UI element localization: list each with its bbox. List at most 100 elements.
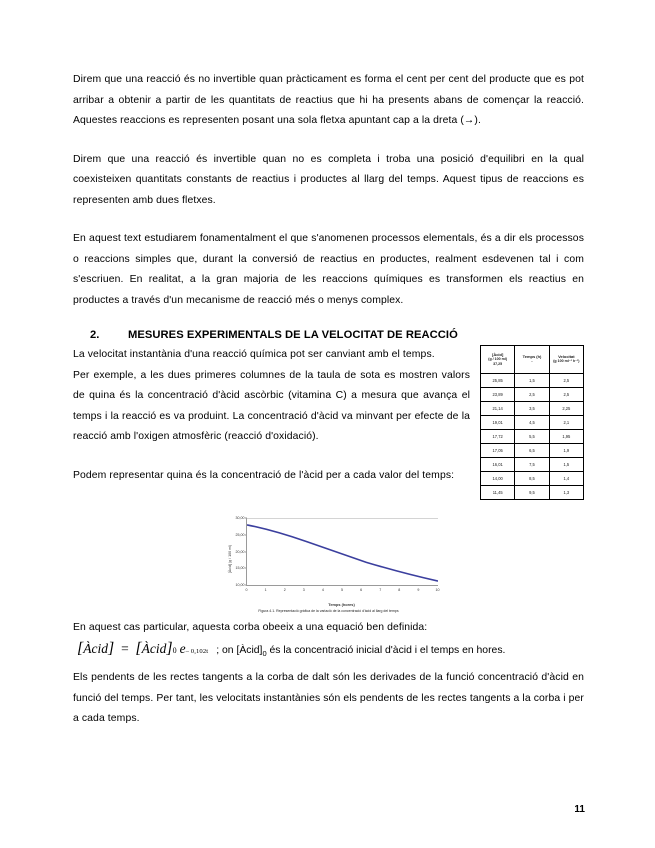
chart-x-tick: 10 <box>435 588 440 592</box>
header-acid-main: [Àcid] <box>491 351 504 357</box>
concentration-chart-figure: [Àcid] (g / 100 ml) 30,00 25,00 20,00 15… <box>213 510 444 614</box>
table-row: 16,01 7,5 1,5 <box>479 457 585 472</box>
equation-explanation: ; on [Àcid]0 és la concentració inicial … <box>208 641 505 666</box>
table-row: 19,01 4,5 2,1 <box>479 415 585 430</box>
measurements-table: [Àcid] (g / 100 ml) 37,25 Temps (h) - Ve… <box>479 345 585 500</box>
equation-exp-base: e <box>179 641 186 657</box>
chart-x-tick: 3 <box>302 588 305 592</box>
cell-velocitat: 1,4 <box>548 471 585 486</box>
table-row: 14,00 8,5 1,4 <box>479 471 585 486</box>
equation-lhs-open: [ <box>77 640 84 658</box>
cell-acid: 17,72 <box>479 429 516 444</box>
equation-tail-text: ; on [Àcid] <box>216 645 263 657</box>
chart-x-tick: 6 <box>360 588 363 592</box>
chart-x-tick: 8 <box>398 588 401 592</box>
table-body: 25,85 1,5 2,5 23,89 2,5 2,5 21,14 3,5 <box>479 373 585 500</box>
chart-x-tick: 9 <box>417 588 420 592</box>
chart-x-tick: 4 <box>321 588 324 592</box>
section-title: MESURES EXPERIMENTALS DE LA VELOCITAT DE… <box>128 329 458 341</box>
cell-acid: 25,85 <box>479 373 516 388</box>
figure-caption: Figura 4.1. Representació gràfica de la … <box>258 609 399 613</box>
chart-x-tick: 0 <box>245 588 248 592</box>
chart-x-tick: 5 <box>341 588 343 592</box>
header-acid-initial: 37,25 <box>493 361 503 366</box>
cell-acid: 14,00 <box>479 471 516 486</box>
table-row: 17,72 5,5 1,95 <box>479 429 585 444</box>
equation-lhs-close: ] <box>107 640 115 658</box>
chart-x-tick: 2 <box>283 588 286 592</box>
equation-tail-rest: és la concentració inicial d'àcid i el t… <box>266 645 506 657</box>
column-header-temps: Temps (h) - <box>514 345 550 374</box>
table-header-row: [Àcid] (g / 100 ml) 37,25 Temps (h) - Ve… <box>479 345 585 374</box>
text-with-table-block: [Àcid] (g / 100 ml) 37,25 Temps (h) - Ve… <box>73 345 585 504</box>
cell-acid: 23,89 <box>479 387 516 402</box>
section-number: 2. <box>90 329 100 341</box>
header-velocitat-unit: (g 100 ml⁻¹ h⁻¹) <box>553 359 580 364</box>
chart-x-tick: 7 <box>379 588 382 592</box>
cell-acid: 11,45 <box>479 485 516 500</box>
cell-velocitat: 2,5 <box>548 373 585 388</box>
cell-temps: 7,5 <box>514 457 550 472</box>
header-acid-unit: (g / 100 ml) <box>488 356 508 361</box>
paragraph-example-table: Per exemple, a les dues primeres columne… <box>73 369 470 443</box>
cell-temps: 2,5 <box>514 387 550 402</box>
cell-temps: 9,5 <box>514 485 550 500</box>
table-row: 17,05 6,5 1,9 <box>479 443 585 458</box>
acid-curve <box>246 524 438 582</box>
page-number: 11 <box>574 804 585 815</box>
equation-rhs-open: [ <box>135 640 142 658</box>
equation-row: [Àcid] = [Àcid] 0 e – 0,102t ; on [Àcid]0 … <box>73 640 584 666</box>
header-temps-main: Temps (h) <box>522 354 542 360</box>
equation-rhs-label: Àcid <box>141 641 167 657</box>
paragraph-represent: Podem representar quina és la concentrac… <box>73 469 455 481</box>
acid-decay-equation: [Àcid] = [Àcid] 0 e – 0,102t <box>73 640 208 658</box>
chart-y-tick: 15,00 <box>235 566 245 571</box>
paragraph-elementary-processes: En aquest text estudiarem fonamentalment… <box>73 233 584 306</box>
cell-acid: 16,01 <box>479 457 516 472</box>
table-row: 21,14 3,5 2,25 <box>479 401 585 416</box>
paragraph-invertible: Direm que una reacció és invertible quan… <box>73 153 584 206</box>
chart-y-axis-label: [Àcid] (g / 100 ml) <box>227 544 232 574</box>
chart-y-tick: 30,00 <box>235 516 245 520</box>
chart-y-tick: 25,00 <box>235 532 245 537</box>
chart-canvas: [Àcid] (g / 100 ml) 30,00 25,00 20,00 15… <box>213 510 444 608</box>
column-header-velocitat: Velocitat (g 100 ml⁻¹ h⁻¹) <box>548 345 585 374</box>
header-velocitat-main: Velocitat <box>558 354 575 360</box>
table-row: 11,45 9,5 1,3 <box>479 485 585 500</box>
table-row: 25,85 1,5 2,5 <box>479 373 585 388</box>
cell-temps: 3,5 <box>514 401 550 416</box>
paragraph-non-invertible: Direm que una reacció és no invertible q… <box>73 74 584 126</box>
chart-y-tick: 20,00 <box>235 549 245 554</box>
cell-acid: 19,01 <box>479 415 516 430</box>
cell-velocitat: 2,25 <box>548 401 585 416</box>
chart-plot-area: 30,00 25,00 20,00 15,00 10,00 0 1 2 3 <box>236 516 440 592</box>
equation-rhs-close: ] <box>166 640 173 658</box>
cell-velocitat: 1,95 <box>548 429 585 444</box>
column-header-acid: [Àcid] (g / 100 ml) 37,25 <box>479 345 516 374</box>
cell-velocitat: 2,1 <box>548 415 585 430</box>
equation-exponent: – 0,102t <box>185 648 209 656</box>
chart-top-gridline <box>245 518 438 519</box>
equation-tail-subscript: 0 <box>262 649 267 659</box>
chart-series-path <box>246 524 438 582</box>
data-table-wrapper: [Àcid] (g / 100 ml) 37,25 Temps (h) - Ve… <box>479 345 585 500</box>
equation-lhs-label: Àcid <box>83 641 108 657</box>
table-head: [Àcid] (g / 100 ml) 37,25 Temps (h) - Ve… <box>479 345 585 374</box>
chart-x-tick: 1 <box>264 588 267 592</box>
chart-x-axis-label: Temps (hores) <box>328 602 355 607</box>
section-heading: 2. MESURES EXPERIMENTALS DE LA VELOCITAT… <box>73 329 584 341</box>
cell-temps: 1,5 <box>514 373 550 388</box>
page-content: Direm que una reacció és no invertible q… <box>73 70 585 748</box>
cell-temps: 6,5 <box>514 443 550 458</box>
cell-velocitat: 2,5 <box>548 387 585 402</box>
header-temps-unit: - <box>531 359 533 364</box>
cell-acid: 21,14 <box>479 401 516 416</box>
cell-velocitat: 1,3 <box>548 485 585 500</box>
cell-temps: 8,5 <box>514 471 550 486</box>
cell-temps: 4,5 <box>514 415 550 430</box>
equation-rhs-subscript: 0 <box>172 646 177 656</box>
paragraph-instant-velocity: La velocitat instantània d'una reacció q… <box>73 349 435 360</box>
cell-acid: 17,05 <box>479 443 516 458</box>
equation-equals: = <box>120 641 130 657</box>
